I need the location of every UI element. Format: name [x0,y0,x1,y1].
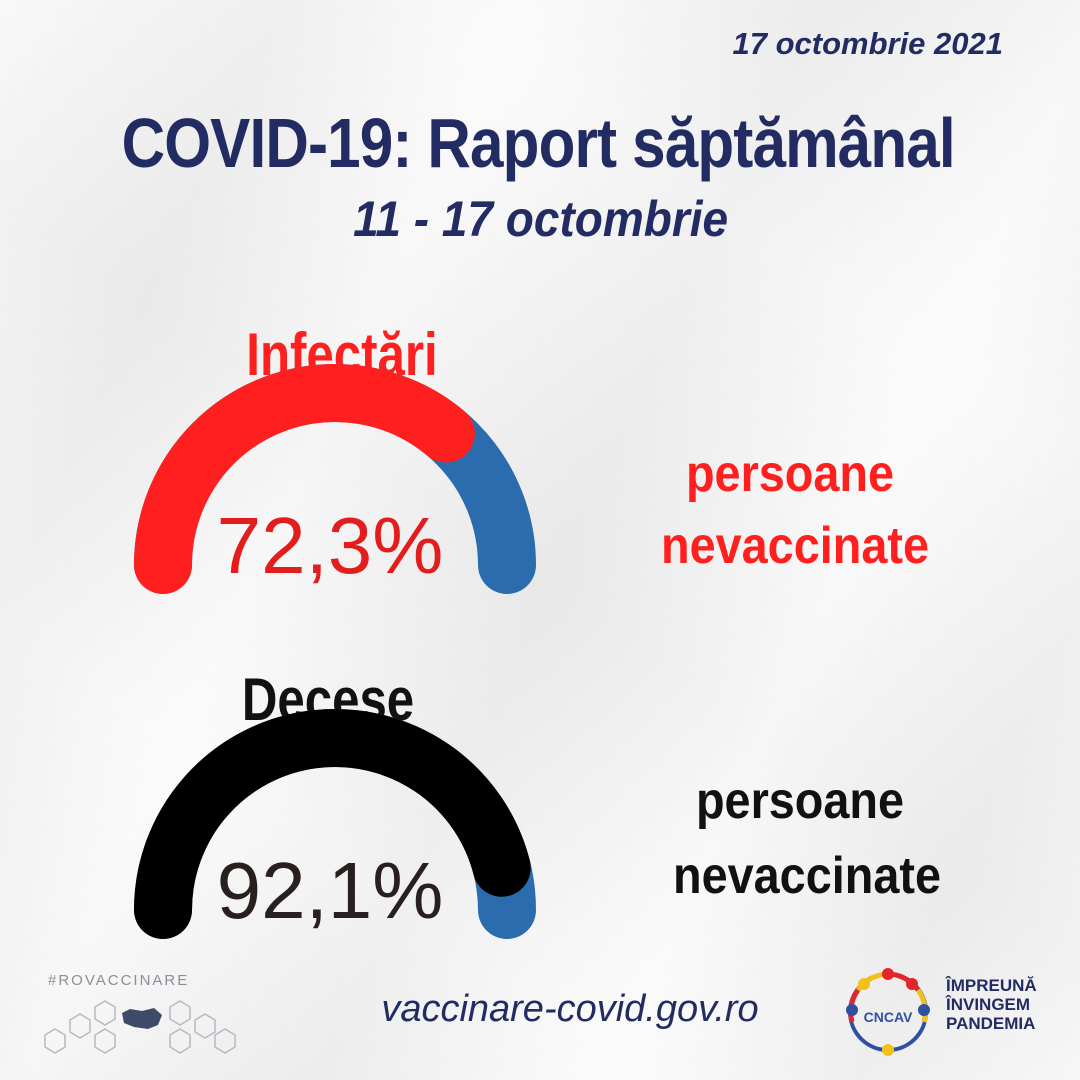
cncav-logo-text: CNCAV [864,1009,913,1025]
brand-line-3: PANDEMIA [946,1014,1036,1034]
page-subtitle: 11 - 17 octombrie [353,191,729,247]
infections-percent: 72,3% [216,501,444,590]
brand-line-2: ÎNVINGEM [946,995,1031,1015]
deaths-gauge-value-arc [134,709,531,939]
website-link[interactable]: vaccinare-covid.gov.ro [381,988,759,1030]
rovaccinare-logo-icon [44,1000,236,1054]
brand-line-1: ÎMPREUNĂ [946,976,1037,995]
infections-gauge-value-arc [134,364,475,594]
infections-side-line2: nevaccinate [661,517,929,575]
deaths-percent: 92,1% [216,846,444,935]
infections-side-line1: persoane [685,445,895,503]
rovaccinare-hashtag: #ROVACCINARE [48,972,190,989]
deaths-side-line2: nevaccinate [673,847,941,905]
report-date: 17 octombrie 2021 [732,26,1003,61]
infections-gauge [134,364,536,594]
brand-slogan: ÎMPREUNĂ ÎNVINGEM PANDEMIA [946,976,1037,1034]
page-title: COVID-19: Raport săptămânal [121,104,956,182]
deaths-side-line1: persoane [695,772,905,830]
cncav-logo-icon: CNCAV [846,968,930,1056]
deaths-gauge [134,709,536,939]
